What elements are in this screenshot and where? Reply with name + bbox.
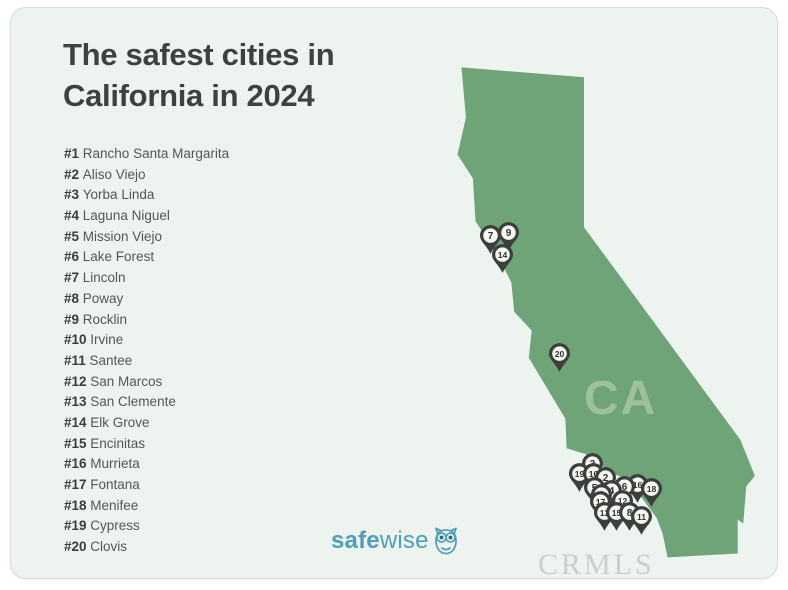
- logo-text: safewise: [331, 527, 429, 555]
- city-name: Elk Grove: [90, 414, 150, 430]
- map-pin-14: 14: [491, 243, 513, 273]
- city-name: Cypress: [90, 518, 140, 534]
- list-item: #12 San Marcos: [64, 372, 394, 393]
- list-item: #10 Irvine: [64, 330, 394, 351]
- city-rank: #15: [64, 435, 91, 451]
- list-item: #5 Mission Viejo: [64, 227, 394, 248]
- city-name: Murrieta: [90, 456, 140, 472]
- state-label: CA: [584, 372, 658, 425]
- list-item: #1 Rancho Santa Margarita: [64, 144, 394, 165]
- svg-text:16: 16: [632, 479, 642, 489]
- city-rank: #17: [64, 477, 91, 492]
- map-pin-18: 18: [640, 477, 662, 507]
- svg-text:8: 8: [626, 507, 632, 518]
- list-item: #19 Cypress: [64, 516, 394, 537]
- city-name: Menifee: [90, 497, 139, 513]
- list-item: #2 Aliso Viejo: [64, 165, 394, 186]
- city-rank: #4: [64, 208, 83, 224]
- svg-text:11: 11: [636, 511, 645, 521]
- map-pin-7: 7: [479, 224, 501, 254]
- city-name: Clovis: [90, 539, 128, 555]
- photo-watermark: CRMLS: [538, 548, 655, 581]
- logo-text-bold: safe: [331, 527, 380, 554]
- list-item: #6 Lake Forest: [64, 247, 394, 268]
- list-item: #3 Yorba Linda: [64, 185, 394, 206]
- city-name: Santee: [89, 352, 133, 368]
- city-rank: #18: [64, 497, 91, 513]
- city-rank: #1: [64, 146, 83, 161]
- city-name: Lincoln: [82, 270, 126, 286]
- california-outline: [457, 67, 755, 558]
- city-list: #1 Rancho Santa Margarita #2 Aliso Viejo #…: [64, 144, 394, 558]
- map-pin-9: 9: [497, 221, 519, 251]
- svg-text:12: 12: [617, 495, 627, 505]
- page-title: The safest cities in California in 2024: [63, 37, 335, 113]
- list-item: #11 Santee: [64, 351, 394, 372]
- svg-text:2: 2: [602, 472, 608, 483]
- city-name: Mission Viejo: [82, 228, 163, 244]
- svg-text:18: 18: [646, 483, 656, 493]
- city-name: San Clemente: [90, 394, 176, 410]
- city-rank: #19: [64, 518, 91, 534]
- infographic-card: The safest cities in California in 2024 …: [10, 7, 778, 579]
- city-name: Lake Forest: [82, 249, 155, 265]
- city-rank: #9: [64, 311, 83, 327]
- city-rank: #20: [64, 539, 91, 555]
- list-item: #14 Elk Grove: [64, 413, 394, 434]
- svg-text:6: 6: [621, 481, 627, 492]
- city-name: Poway: [82, 290, 124, 306]
- city-rank: #2: [64, 166, 83, 182]
- list-item: #13 San Clemente: [64, 392, 394, 413]
- city-rank: #12: [64, 373, 91, 389]
- svg-text:14: 14: [497, 249, 507, 259]
- city-name: Rocklin: [82, 311, 128, 327]
- city-rank: #5: [64, 228, 83, 244]
- city-name: Aliso Viejo: [82, 166, 146, 182]
- city-rank: #3: [64, 187, 83, 203]
- city-name: Rancho Santa Margarita: [82, 146, 230, 161]
- city-rank: #6: [64, 249, 83, 265]
- city-rank: #11: [64, 352, 90, 368]
- california-map: CA 9714203191021665184112171315811: [456, 67, 756, 562]
- city-rank: #10: [64, 332, 91, 348]
- list-item: #8 Poway: [64, 289, 394, 310]
- owl-icon: [434, 527, 457, 555]
- svg-text:17: 17: [595, 496, 605, 506]
- svg-text:19: 19: [574, 468, 584, 478]
- list-item: #18 Menifee: [64, 496, 394, 517]
- city-name: Irvine: [90, 332, 124, 348]
- svg-text:7: 7: [487, 230, 493, 241]
- svg-text:13: 13: [599, 507, 609, 517]
- city-name: Yorba Linda: [82, 187, 155, 203]
- list-item: #7 Lincoln: [64, 268, 394, 289]
- city-name: Encinitas: [90, 435, 146, 451]
- city-name: Fontana: [90, 477, 140, 492]
- svg-text:20: 20: [554, 348, 564, 358]
- svg-text:9: 9: [505, 227, 511, 238]
- list-item: #4 Laguna Niguel: [64, 206, 394, 227]
- list-item: #16 Murrieta: [64, 454, 394, 475]
- map-pin-11: 11: [630, 505, 652, 535]
- city-rank: #7: [64, 270, 83, 286]
- city-name: San Marcos: [90, 373, 163, 389]
- city-rank: #14: [64, 414, 91, 430]
- city-rank: #8: [64, 290, 83, 306]
- city-rank: #16: [64, 456, 91, 472]
- list-item: #20 Clovis: [64, 537, 394, 558]
- list-item: #17 Fontana: [64, 475, 394, 496]
- city-name: Laguna Niguel: [82, 208, 170, 224]
- city-rank: #13: [64, 394, 91, 410]
- list-item: #15 Encinitas: [64, 434, 394, 455]
- map-pin-20: 20: [548, 342, 570, 372]
- list-item: #9 Rocklin: [64, 310, 394, 331]
- logo-text-light: wise: [379, 527, 429, 554]
- svg-text:15: 15: [611, 507, 621, 517]
- svg-text:4: 4: [608, 485, 614, 496]
- safewise-logo: safewise: [331, 526, 460, 556]
- svg-text:10: 10: [588, 468, 598, 478]
